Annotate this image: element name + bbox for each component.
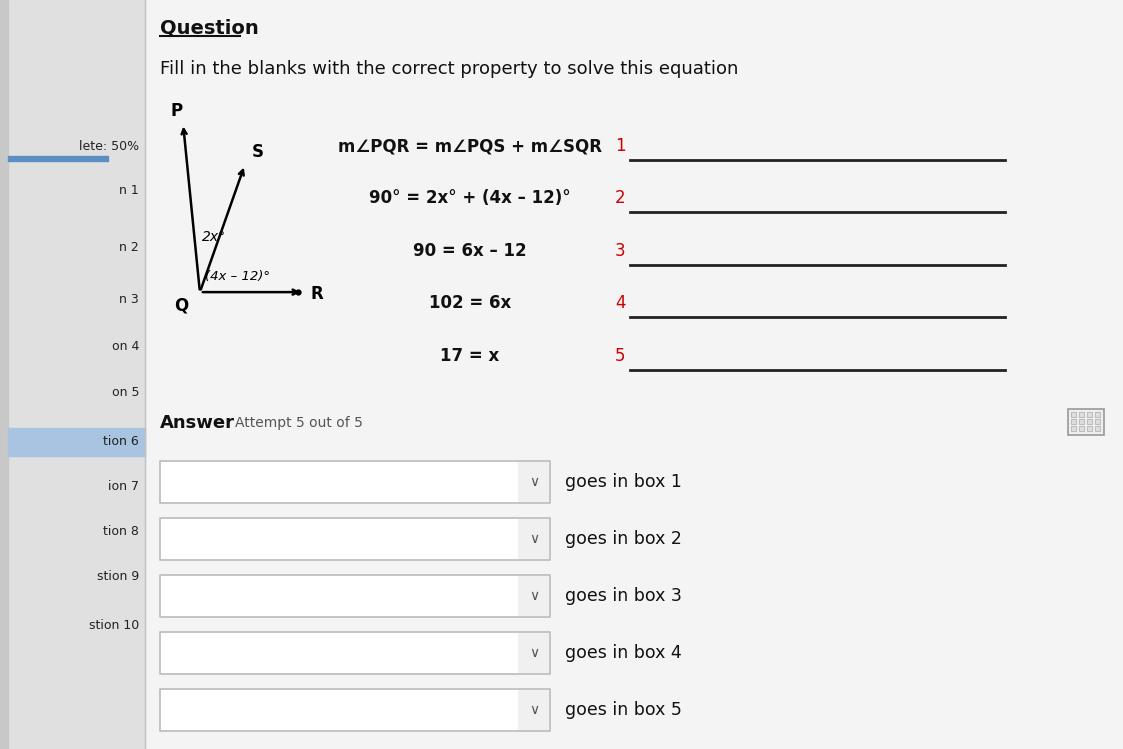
Bar (1087, 426, 1092, 431)
Text: ∨: ∨ (529, 646, 539, 660)
Text: Attempt 5 out of 5: Attempt 5 out of 5 (235, 416, 363, 430)
Bar (518, 633, 549, 673)
Bar (1087, 412, 1092, 417)
Bar (1068, 409, 1104, 435)
Text: 2: 2 (615, 189, 626, 207)
Text: ion 7: ion 7 (108, 480, 139, 494)
Text: 1: 1 (615, 137, 626, 155)
Bar (0, 0, 145, 749)
Text: Answer: Answer (159, 414, 235, 432)
Bar (159, 631, 550, 673)
Text: R: R (310, 285, 323, 303)
Bar (8, 428, 145, 456)
Bar (1079, 412, 1084, 417)
Bar (1071, 419, 1076, 424)
Bar (159, 461, 550, 503)
Text: 90 = 6x – 12: 90 = 6x – 12 (413, 242, 527, 260)
Bar (1087, 419, 1092, 424)
Text: 4: 4 (615, 294, 626, 312)
Bar (518, 576, 549, 616)
Text: ∨: ∨ (529, 475, 539, 488)
Bar (1071, 412, 1076, 417)
Text: 5: 5 (615, 347, 626, 365)
Text: tion 6: tion 6 (103, 435, 139, 449)
Text: 102 = 6x: 102 = 6x (429, 294, 511, 312)
Bar (1095, 412, 1101, 417)
Bar (0, 0, 8, 749)
Bar (1079, 426, 1084, 431)
Text: goes in box 5: goes in box 5 (565, 700, 682, 718)
Text: m∠PQR = m∠PQS + m∠SQR: m∠PQR = m∠PQS + m∠SQR (338, 137, 602, 155)
Bar (145, 0, 1123, 749)
Bar (1071, 426, 1076, 431)
Text: (4x – 12)°: (4x – 12)° (204, 270, 270, 282)
Text: n 2: n 2 (119, 240, 139, 254)
Bar (159, 518, 550, 560)
Text: ∨: ∨ (529, 589, 539, 603)
Text: goes in box 1: goes in box 1 (565, 473, 682, 491)
Text: 17 = x: 17 = x (440, 347, 500, 365)
Text: n 3: n 3 (119, 293, 139, 306)
Text: goes in box 3: goes in box 3 (565, 586, 682, 604)
Text: stion 9: stion 9 (97, 570, 139, 583)
Bar (8, 156, 108, 161)
Bar (518, 461, 549, 502)
Text: ∨: ∨ (529, 703, 539, 717)
Text: 90° = 2x° + (4x – 12)°: 90° = 2x° + (4x – 12)° (369, 189, 570, 207)
Text: S: S (252, 143, 264, 161)
Text: goes in box 4: goes in box 4 (565, 643, 682, 661)
Text: Q: Q (174, 296, 188, 314)
Text: P: P (171, 102, 183, 120)
Bar (518, 518, 549, 559)
Text: Fill in the blanks with the correct property to solve this equation: Fill in the blanks with the correct prop… (159, 60, 739, 78)
Text: n 1: n 1 (119, 184, 139, 198)
Text: Question: Question (159, 18, 258, 37)
Bar (1095, 419, 1101, 424)
Bar (518, 690, 549, 730)
Text: stion 10: stion 10 (89, 619, 139, 632)
Text: 3: 3 (615, 242, 626, 260)
Bar (159, 574, 550, 616)
Text: lete: 50%: lete: 50% (79, 139, 139, 153)
Text: goes in box 2: goes in box 2 (565, 530, 682, 548)
Text: tion 8: tion 8 (103, 525, 139, 539)
Text: on 5: on 5 (111, 386, 139, 399)
Text: 2x°: 2x° (202, 230, 226, 244)
Bar (1095, 426, 1101, 431)
Text: ∨: ∨ (529, 532, 539, 545)
Bar (159, 688, 550, 730)
Text: on 4: on 4 (111, 339, 139, 353)
Bar (1079, 419, 1084, 424)
